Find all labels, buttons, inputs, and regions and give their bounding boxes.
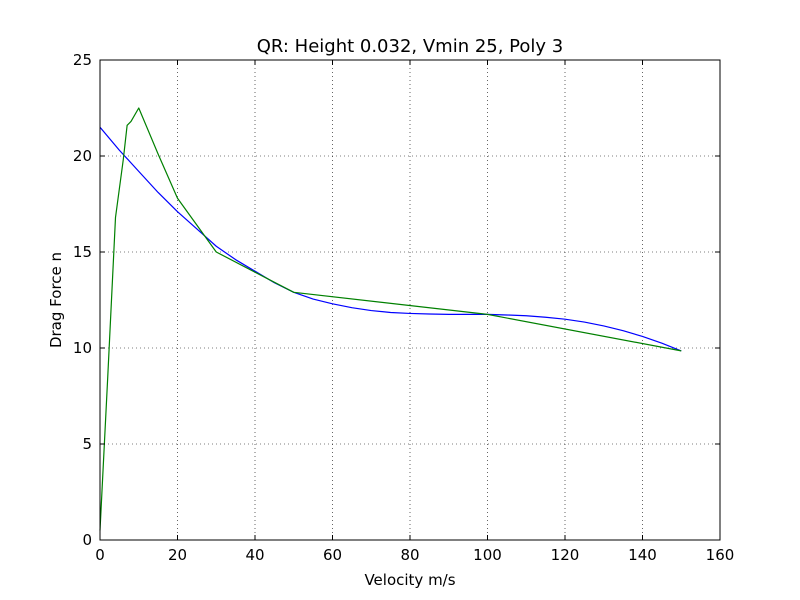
y-axis-label: Drag Force n [47, 252, 65, 348]
x-tick-label: 120 [551, 546, 580, 564]
chart-title: QR: Height 0.032, Vmin 25, Poly 3 [257, 36, 563, 57]
x-tick-label: 100 [473, 546, 502, 564]
series-line-2 [99, 107, 682, 531]
x-axis-label: Velocity m/s [364, 571, 455, 589]
x-tick-label: 40 [245, 546, 264, 564]
x-tick-label: 140 [628, 546, 657, 564]
x-tick-label: 20 [168, 546, 187, 564]
x-tick-label: 60 [323, 546, 342, 564]
x-tick-label: 80 [400, 546, 419, 564]
y-tick-label: 20 [73, 147, 92, 165]
y-tick-label: 0 [82, 531, 92, 549]
y-tick-label: 10 [73, 339, 92, 357]
series-line-1 [99, 126, 682, 352]
y-tick-label: 25 [73, 51, 92, 69]
y-tick-label: 5 [82, 435, 92, 453]
axis-ticks: 0 20 40 60 80 100 120 140 160 0 5 10 15 20 25 [73, 51, 734, 564]
x-tick-label: 160 [706, 546, 735, 564]
series-lines [99, 107, 682, 531]
y-tick-label: 15 [73, 243, 92, 261]
x-tick-label: 0 [95, 546, 105, 564]
